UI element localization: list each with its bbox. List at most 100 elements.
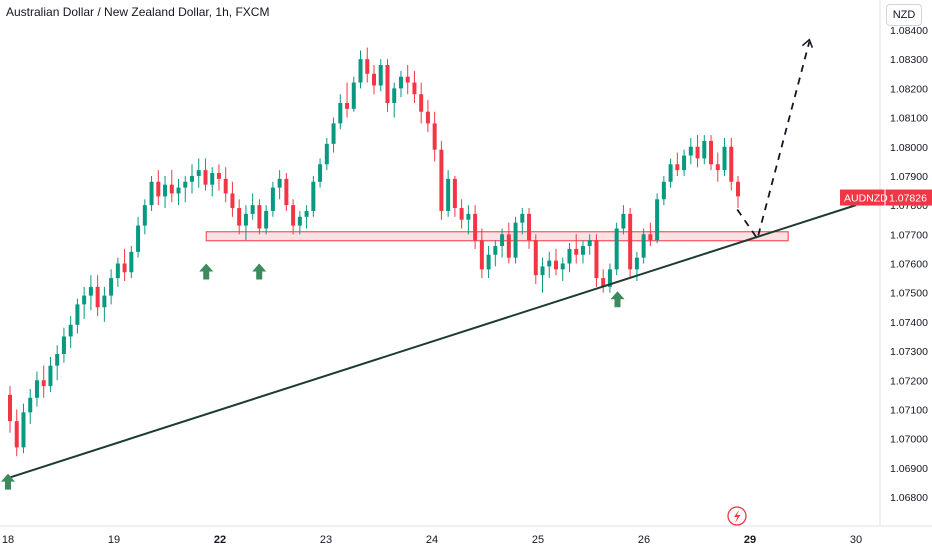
date-tick-label: 24 — [426, 534, 438, 546]
support-zone — [205, 231, 789, 242]
candle-body — [243, 213, 248, 226]
candle-body — [8, 394, 12, 422]
date-tick-label: 30 — [850, 534, 862, 546]
candle-body — [493, 245, 498, 255]
candle-body — [318, 164, 323, 182]
candle-body — [661, 181, 666, 200]
candle-body — [237, 208, 242, 226]
currency-button[interactable]: NZD — [886, 4, 922, 26]
candle-body — [270, 187, 275, 211]
candle-body — [675, 164, 680, 171]
candle-body — [425, 111, 430, 124]
candle-body — [547, 260, 552, 267]
candle-body — [297, 216, 302, 226]
up-arrow-icon — [610, 291, 625, 308]
candle-body — [82, 295, 87, 305]
trendline-layer — [7, 38, 857, 479]
candles — [8, 47, 740, 457]
candle-body — [560, 263, 565, 270]
candle-body — [250, 205, 255, 214]
candle-body — [216, 173, 221, 179]
tradingview-logo-icon[interactable] — [727, 506, 747, 526]
candle-body — [452, 178, 457, 209]
candle-body — [345, 102, 350, 109]
candle-body — [702, 140, 707, 159]
price-tick-label: 1.08400 — [890, 25, 928, 37]
candle-body — [163, 184, 168, 197]
candle-body — [554, 260, 558, 270]
candle-body — [55, 353, 60, 366]
candle-body — [459, 208, 464, 220]
candle-body — [284, 178, 289, 206]
candle-body — [169, 184, 174, 194]
price-tag-value: 1.07826 — [889, 193, 927, 205]
candle-body — [513, 222, 518, 258]
candle-body — [655, 199, 660, 241]
candle-body — [41, 380, 46, 387]
candle-body — [95, 286, 100, 308]
candle-body — [28, 397, 33, 413]
candle-body — [203, 170, 208, 185]
candle-body — [129, 251, 134, 273]
support-zone-rect — [205, 231, 789, 242]
candle-body — [715, 164, 720, 171]
candle-body — [338, 102, 343, 124]
candle-body — [500, 234, 505, 246]
date-tick-label: 26 — [638, 534, 650, 546]
candle-body — [594, 240, 599, 279]
date-tick-label: 18 — [2, 534, 14, 546]
candle-body — [668, 164, 673, 182]
candle-body — [324, 143, 329, 165]
candle-body — [223, 178, 228, 194]
candle-body — [479, 240, 484, 270]
time-axis[interactable]: 18 19 22 23 24 25 26 29 30 — [2, 534, 862, 546]
candle-body — [567, 248, 572, 264]
candle-body — [614, 228, 619, 270]
candle-body — [291, 205, 296, 226]
price-tick-label: 1.07000 — [890, 434, 928, 446]
candle-body — [607, 269, 612, 287]
candle-body — [109, 278, 114, 296]
candle-body — [688, 146, 693, 156]
candle-body — [621, 213, 626, 229]
candle-body — [136, 225, 141, 252]
candle-body — [439, 149, 444, 211]
candle-body — [311, 181, 316, 211]
candle-body — [506, 234, 511, 258]
candle-body — [75, 304, 80, 325]
price-tick-label: 1.07300 — [890, 346, 928, 358]
candle-body — [385, 65, 390, 103]
candle-body — [102, 295, 107, 308]
price-axis[interactable]: 1.08400 1.08300 1.08200 1.08100 1.08000 1.079… — [890, 25, 928, 504]
date-tick-label: 23 — [320, 534, 332, 546]
candle-body — [473, 213, 478, 241]
price-tick-label: 1.07400 — [890, 317, 928, 329]
candle-body — [358, 59, 363, 83]
candle-body — [149, 181, 154, 206]
candle-body — [277, 178, 282, 188]
candle-body — [432, 123, 437, 150]
price-tick-label: 1.08200 — [890, 83, 928, 95]
candle-body — [405, 76, 410, 83]
candle-body — [634, 257, 639, 270]
grid — [0, 0, 932, 527]
candle-body — [587, 240, 592, 246]
candle-body — [378, 65, 383, 86]
candle-body — [709, 140, 714, 165]
candle-body — [695, 146, 700, 159]
candle-body — [446, 178, 451, 211]
candle-body — [540, 266, 545, 276]
candle-body — [601, 278, 606, 287]
candle-body — [365, 59, 370, 74]
arrows-layer — [1, 263, 625, 490]
candle-body — [68, 324, 73, 337]
candle-body — [372, 73, 376, 86]
candle-body — [486, 254, 491, 270]
candle-body — [628, 213, 633, 270]
candle-body — [257, 205, 262, 229]
candle-body — [210, 173, 215, 185]
candle-body — [641, 234, 646, 258]
date-tick-label: 29 — [744, 534, 756, 546]
candle-body — [331, 123, 336, 144]
